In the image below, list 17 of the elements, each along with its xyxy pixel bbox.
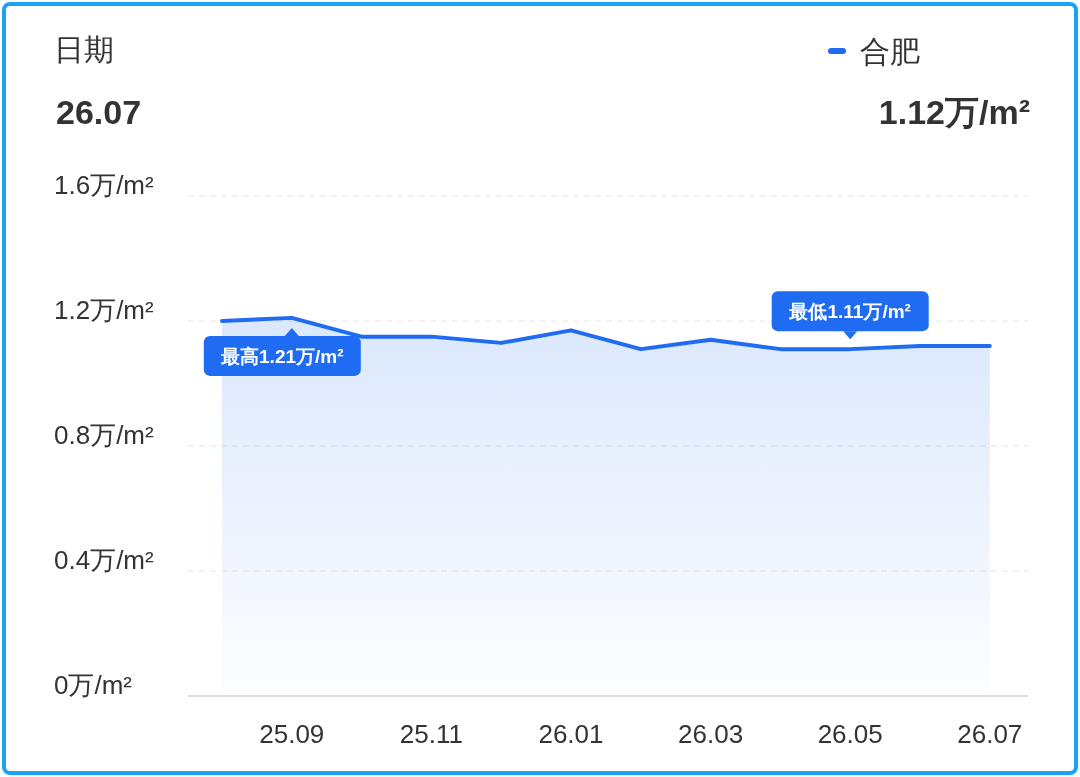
x-tick-label: 25.11 (399, 719, 463, 749)
legend-label: 合肥 (860, 35, 920, 68)
x-tick-label: 26.03 (678, 719, 744, 749)
text: 26.07 (56, 93, 142, 131)
x-tick-label: 26.07 (957, 719, 1023, 749)
y-tick-label: 1.6万/m² (54, 170, 155, 200)
x-tick-label: 25.09 (259, 719, 325, 749)
annotation: 最高1.21万/m² (220, 345, 344, 367)
x-tick-label: 26.05 (817, 719, 883, 749)
y-tick-label: 0.8万/m² (54, 420, 155, 450)
y-tick-label: 0.4万/m² (54, 545, 155, 575)
x-tick-label: 26.01 (538, 719, 604, 749)
y-tick-label: 0万/m² (54, 670, 133, 700)
annotation: 最低1.11万/m² (788, 301, 911, 323)
text: 1.12万/m² (878, 93, 1030, 131)
text: 日期 (54, 33, 114, 66)
y-tick-label: 1.2万/m² (54, 295, 155, 325)
